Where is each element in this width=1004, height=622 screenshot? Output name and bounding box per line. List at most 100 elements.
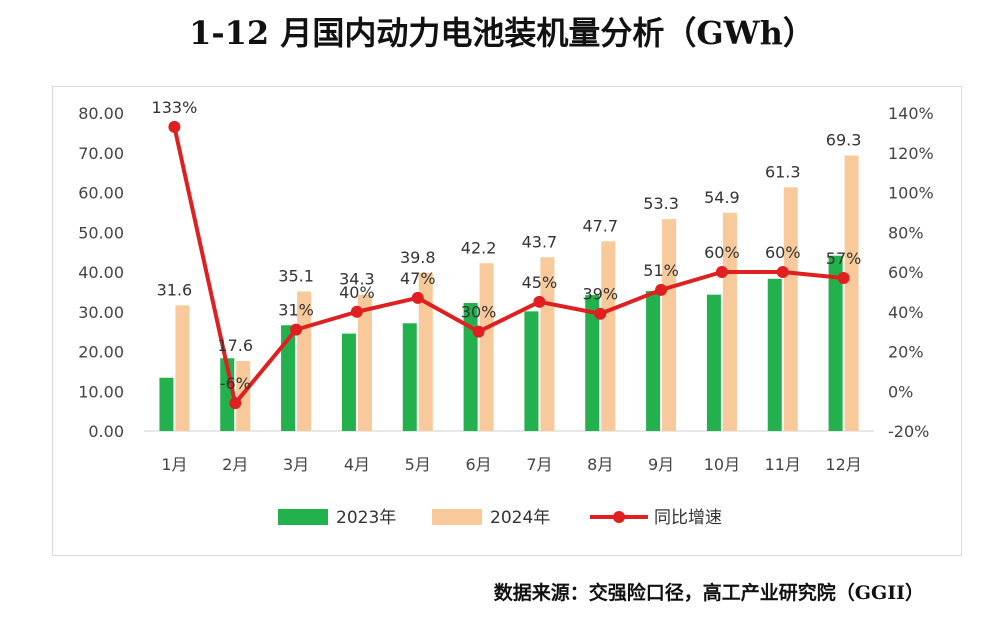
bar-2023 — [402, 323, 417, 431]
growth-value-label: 45% — [522, 273, 558, 292]
growth-point — [168, 120, 181, 133]
legend-swatch-2024 — [432, 509, 482, 525]
x-tick-label: 5月 — [405, 455, 431, 474]
growth-value-label: 60% — [765, 243, 801, 262]
x-tick-label: 10月 — [704, 455, 740, 474]
left-tick-label: 80.00 — [78, 104, 124, 123]
bar-2023 — [646, 291, 661, 431]
legend-label-2023: 2023年 — [336, 508, 396, 528]
bar-2024-value-label: 17.6 — [217, 336, 253, 355]
legend-label-2024: 2024年 — [490, 508, 550, 528]
right-tick-label: -20% — [888, 422, 929, 441]
growth-point — [533, 295, 546, 308]
source-note: 数据来源：交强险口径，高工产业研究院（GGII） — [493, 582, 924, 604]
right-tick-label: 80% — [888, 223, 924, 242]
bar-2024 — [783, 187, 798, 431]
bar-2023 — [341, 333, 356, 431]
left-tick-label: 40.00 — [78, 263, 124, 282]
bar-2024 — [357, 294, 372, 431]
growth-point — [229, 397, 242, 410]
bar-2024-value-label: 34.3 — [339, 270, 375, 289]
growth-point — [350, 305, 363, 318]
x-tick-label: 12月 — [825, 455, 861, 474]
bar-2024-value-label: 39.8 — [400, 248, 436, 267]
left-axis: 0.00 10.00 20.00 30.00 40.00 50.00 60.00 70.00 8… — [78, 104, 124, 441]
growth-value-label: 60% — [704, 243, 740, 262]
growth-point — [411, 291, 424, 304]
bar-2023 — [585, 295, 600, 431]
bar-2023 — [706, 294, 721, 431]
growth-line — [168, 120, 850, 410]
growth-point — [472, 325, 485, 338]
x-tick-label: 2月 — [222, 455, 248, 474]
chart-panel — [52, 86, 962, 556]
right-tick-label: 20% — [888, 343, 924, 362]
bar-2024-value-label: 47.7 — [582, 216, 618, 235]
bar-2024 — [601, 241, 616, 431]
growth-value-label: 39% — [582, 285, 618, 304]
x-tick-label: 4月 — [344, 455, 370, 474]
x-tick-label: 7月 — [526, 455, 552, 474]
bar-2024 — [722, 212, 737, 431]
bar-2024 — [844, 155, 859, 431]
right-tick-label: 40% — [888, 303, 924, 322]
right-tick-label: 100% — [888, 184, 934, 203]
growth-value-label: 40% — [339, 283, 375, 302]
right-tick-label: 60% — [888, 263, 924, 282]
bar-2024 — [175, 305, 190, 431]
bar-2024 — [418, 272, 433, 431]
right-axis: -20% 0% 20% 40% 60% 80% 100% 120% 140% — [888, 104, 934, 441]
left-tick-label: 0.00 — [88, 422, 124, 441]
growth-point — [655, 283, 668, 296]
growth-point — [290, 323, 303, 336]
growth-point — [776, 266, 789, 278]
bar-2023 — [828, 255, 843, 431]
growth-point — [594, 307, 607, 320]
left-tick-label: 50.00 — [78, 223, 124, 242]
growth-value-label: -6% — [220, 374, 251, 393]
growth-value-label: 133% — [152, 98, 198, 117]
chart-title: 1-12 月国内动力电池装机量分析（GWh） — [189, 14, 815, 52]
growth-value-label: 57% — [826, 249, 862, 268]
bar-2023 — [159, 377, 174, 431]
x-tick-label: 1月 — [161, 455, 187, 474]
legend-swatch-2023 — [278, 509, 328, 525]
legend-label-growth: 同比增速 — [654, 508, 722, 528]
growth-value-label: 31% — [278, 301, 314, 320]
bar-2024-value-label: 42.2 — [461, 238, 497, 257]
right-tick-label: 120% — [888, 144, 934, 163]
right-tick-label: 140% — [888, 104, 934, 123]
bar-2023 — [524, 311, 539, 431]
right-tick-label: 0% — [888, 382, 913, 401]
legend-marker-growth — [613, 511, 625, 523]
x-tick-label: 3月 — [283, 455, 309, 474]
bar-2024-value-label: 69.3 — [826, 131, 862, 150]
growth-value-label: 47% — [400, 269, 436, 288]
growth-value-label: 30% — [461, 303, 497, 322]
growth-point — [837, 271, 850, 284]
x-tick-label: 11月 — [765, 455, 801, 474]
growth-line-path — [172, 126, 844, 406]
left-tick-label: 60.00 — [78, 184, 124, 203]
bar-2024-value-label: 43.7 — [522, 232, 558, 251]
x-tick-label: 9月 — [648, 455, 674, 474]
left-tick-label: 30.00 — [78, 303, 124, 322]
x-axis: 1月 2月 3月 4月 5月 6月 7月 8月 9月 10月 11月 12月 — [161, 455, 861, 474]
bar-2024-value-label: 53.3 — [643, 194, 679, 213]
bar-2024-value-label: 61.3 — [765, 162, 801, 181]
bars — [159, 155, 859, 431]
bar-2024 — [662, 219, 677, 431]
left-tick-label: 20.00 — [78, 343, 124, 362]
x-tick-label: 6月 — [465, 455, 491, 474]
bar-2024 — [479, 263, 494, 431]
bar-2024-value-label: 54.9 — [704, 188, 740, 207]
bar-2024-value-label: 35.1 — [278, 266, 314, 285]
legend: 2023年 2024年 同比增速 — [278, 508, 722, 528]
bar-2023 — [767, 278, 782, 431]
growth-point — [715, 266, 728, 278]
left-tick-label: 70.00 — [78, 144, 124, 163]
left-tick-label: 10.00 — [78, 382, 124, 401]
data-labels: 31.6 17.6 35.1 34.3 39.8 42.2 43.7 47.7 53.3 54.9… — [152, 98, 862, 393]
bar-2023 — [281, 325, 296, 431]
